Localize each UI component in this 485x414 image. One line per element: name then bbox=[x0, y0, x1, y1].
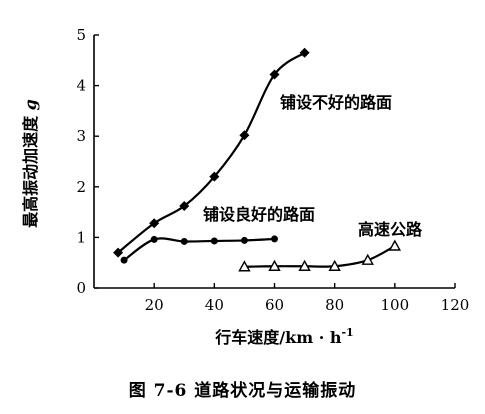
data-point bbox=[180, 237, 188, 245]
ticks: 20 40 60 80 100 120 0 1 2 3 4 5 bbox=[76, 26, 469, 314]
series-label: 铺设不好的路面 bbox=[280, 93, 392, 112]
data-point bbox=[298, 259, 311, 271]
figure-caption: 图 7-6 道路状况与运输振动 bbox=[128, 381, 357, 401]
data-point bbox=[361, 253, 374, 265]
y-tick-label: 3 bbox=[76, 127, 86, 145]
data-point bbox=[299, 47, 310, 58]
labels: 行车速度/km · h-1 最高振动加速度 g bbox=[21, 99, 354, 347]
data-point bbox=[149, 218, 160, 229]
data-point bbox=[388, 239, 402, 251]
data-point bbox=[209, 171, 220, 182]
data-point bbox=[240, 236, 248, 244]
y-axis-label-variable: g bbox=[21, 99, 40, 110]
data-point bbox=[239, 130, 250, 141]
x-tick-label: 80 bbox=[325, 296, 344, 314]
data-point bbox=[268, 259, 281, 271]
data-point bbox=[120, 256, 128, 264]
y-tick-label: 0 bbox=[76, 279, 86, 297]
series-line bbox=[123, 237, 275, 262]
x-axis-label: 行车速度/km · h-1 bbox=[214, 326, 353, 347]
data-point bbox=[271, 235, 278, 243]
y-tick-label: 4 bbox=[76, 77, 86, 95]
y-tick-label: 5 bbox=[76, 26, 86, 44]
data-point bbox=[238, 260, 251, 272]
y-axis-label: 最高振动加速度 g bbox=[21, 99, 40, 228]
data-point bbox=[269, 69, 280, 80]
y-tick-label: 1 bbox=[76, 228, 86, 246]
x-tick-label: 120 bbox=[441, 296, 470, 314]
x-tick-label: 20 bbox=[145, 296, 164, 314]
y-tick-label: 2 bbox=[76, 178, 86, 196]
data-point bbox=[328, 259, 341, 271]
data-point bbox=[113, 247, 124, 258]
x-tick-label: 40 bbox=[205, 296, 224, 314]
x-tick-label: 100 bbox=[381, 296, 410, 314]
x-tick-label: 60 bbox=[265, 296, 284, 314]
series-label: 铺设良好的路面 bbox=[203, 205, 315, 224]
x-axis-label-superscript: -1 bbox=[341, 326, 353, 339]
data-point bbox=[210, 237, 218, 245]
y-axis-label-text: 最高振动加速度 bbox=[21, 110, 40, 228]
data-point bbox=[150, 235, 158, 243]
data-point bbox=[179, 201, 190, 212]
series-label: 高速公路 bbox=[358, 220, 423, 239]
x-axis-label-text: 行车速度/km · h bbox=[214, 328, 342, 347]
